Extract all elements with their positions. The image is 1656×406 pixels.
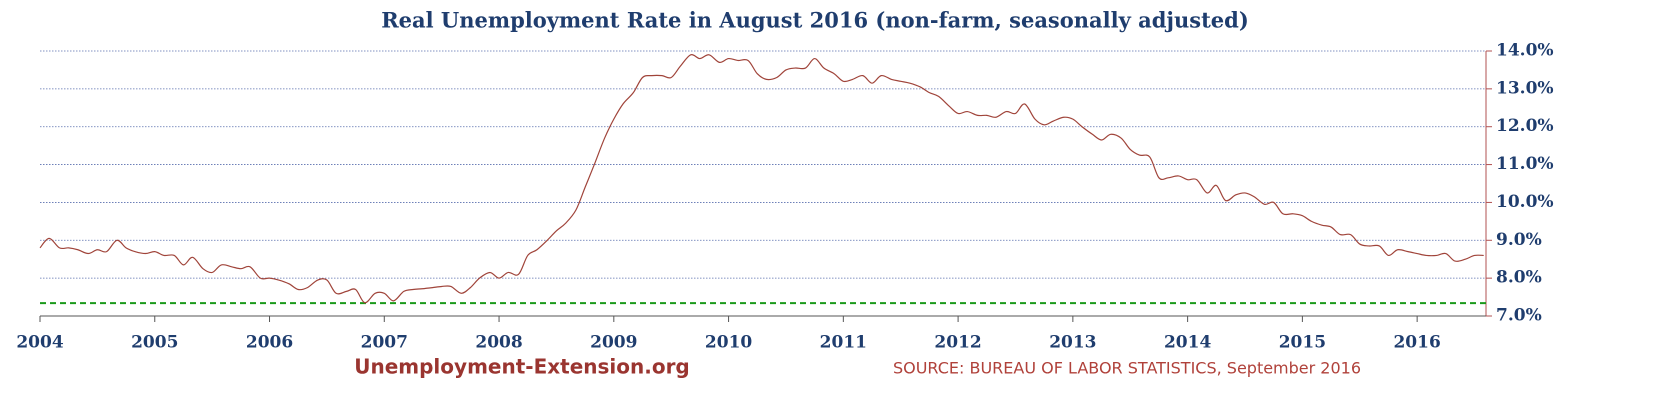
y-tick-label: 7.0% — [1496, 306, 1542, 326]
footer-site: Unemployment-Extension.org — [354, 355, 690, 379]
x-tick-label: 2007 — [361, 333, 408, 353]
x-tick-label: 2009 — [590, 333, 637, 353]
y-tick-label: 8.0% — [1496, 268, 1542, 288]
x-tick-label: 2005 — [131, 333, 178, 353]
x-tick-label: 2004 — [16, 333, 63, 353]
x-tick-label: 2010 — [705, 333, 752, 353]
y-tick-label: 9.0% — [1496, 230, 1542, 250]
data-line — [39, 53, 1484, 304]
chart-title: Real Unemployment Rate in August 2016 (n… — [381, 8, 1249, 33]
x-tick-label: 2011 — [820, 333, 867, 353]
x-tick-label: 2006 — [246, 333, 293, 353]
x-tick-label: 2013 — [1049, 333, 1096, 353]
y-tick-label: 14.0% — [1496, 41, 1554, 61]
y-tick-label: 13.0% — [1496, 78, 1554, 98]
x-tick-label: 2008 — [475, 333, 522, 353]
x-tick-label: 2015 — [1279, 333, 1326, 353]
x-tick-label: 2012 — [934, 333, 981, 353]
y-tick-label: 12.0% — [1496, 116, 1554, 136]
x-tick-label: 2016 — [1393, 333, 1440, 353]
footer-source: SOURCE: BUREAU OF LABOR STATISTICS, Sept… — [893, 359, 1361, 378]
y-tick-label: 11.0% — [1496, 154, 1554, 174]
y-tick-label: 10.0% — [1496, 192, 1554, 212]
x-tick-label: 2014 — [1164, 333, 1211, 353]
